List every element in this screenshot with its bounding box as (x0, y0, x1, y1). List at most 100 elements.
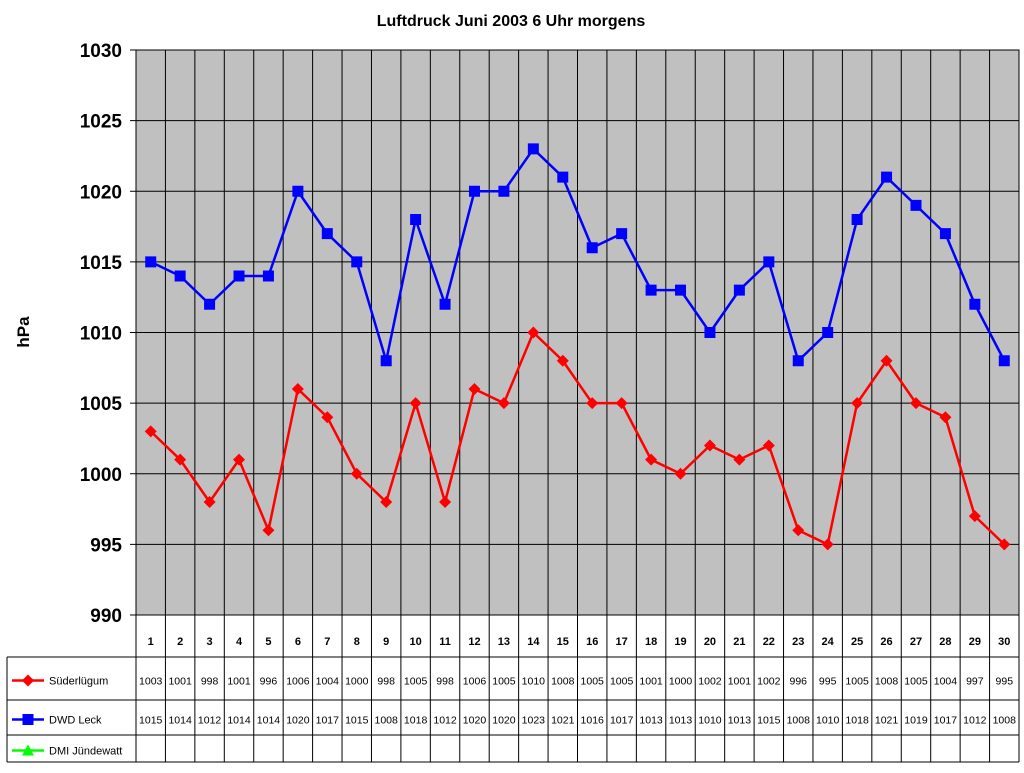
x-tick-label: 12 (468, 636, 480, 648)
table-cell-value: 1017 (934, 715, 958, 727)
table-cell-value: 1020 (286, 715, 310, 727)
x-tick-label: 17 (616, 636, 628, 648)
y-tick-label: 1025 (80, 112, 123, 133)
table-cell-value: 1001 (639, 676, 663, 688)
data-point-diamond (233, 453, 246, 466)
table-cell-value: 995 (996, 676, 1014, 688)
data-point-square (763, 256, 775, 268)
table-cell-value: 996 (260, 676, 278, 688)
data-point-diamond (321, 411, 334, 424)
data-point-diamond (939, 411, 952, 424)
table-cell-value: 1012 (198, 715, 222, 727)
data-point-diamond (291, 383, 304, 395)
data-point-diamond (733, 453, 746, 466)
table-cell-value: 1010 (698, 715, 722, 727)
y-tick-label: 990 (90, 606, 122, 627)
data-table: Süderlügum 1003 1001 998 1001 996 1006 1004 1000… (6, 615, 1019, 763)
data-point-square (586, 242, 598, 254)
data-point-square (616, 228, 628, 240)
x-tick-label: 16 (586, 636, 598, 648)
data-point-square (174, 270, 186, 282)
x-tick-label: 14 (527, 636, 540, 648)
x-tick-label: 25 (851, 636, 863, 648)
data-point-square (380, 355, 392, 367)
legend-label: Süderlügum (49, 676, 108, 688)
table-cell-value: 1001 (227, 676, 251, 688)
table-cell-value: 998 (377, 676, 395, 688)
x-tick-label: 30 (998, 636, 1010, 648)
data-point-square (939, 228, 951, 240)
series-0 (144, 326, 1011, 551)
table-cell-value: 1012 (433, 715, 457, 727)
table-cell-value: 1008 (375, 715, 399, 727)
series-1 (145, 143, 1010, 367)
table-cell-value: 1005 (492, 676, 516, 688)
y-tick-label: 1020 (80, 182, 122, 203)
data-point-diamond (203, 496, 216, 508)
legend-label: DMI Jündewatt (49, 746, 122, 758)
table-cell-value: 1014 (168, 715, 192, 727)
table-cell-value: 1013 (669, 715, 693, 727)
legend-label: DWD Leck (49, 715, 102, 727)
data-point-diamond (586, 397, 599, 410)
y-tick-label: 1005 (80, 394, 123, 415)
data-point-square (851, 214, 863, 225)
table-cell-value: 1019 (904, 715, 928, 727)
table-cell-value: 1008 (787, 715, 811, 727)
series-line (149, 330, 1006, 547)
y-axis-label: hPa (14, 316, 33, 348)
data-point-square (262, 270, 274, 282)
data-point-diamond (998, 538, 1011, 551)
x-tick-label: 2 (177, 636, 183, 648)
table-cell-value: 1020 (492, 715, 516, 727)
table-cell-value: 996 (789, 676, 807, 688)
x-tick-label: 7 (324, 636, 330, 648)
table-cell-value: 1023 (522, 715, 546, 727)
data-point-square (792, 355, 804, 367)
x-tick-label: 9 (383, 636, 389, 648)
data-point-diamond (821, 538, 834, 551)
data-point-square (292, 185, 304, 197)
data-point-square (321, 228, 333, 240)
table-cell-value: 1008 (993, 715, 1017, 727)
x-tick-label: 23 (792, 636, 804, 648)
y-tick-label: 1015 (80, 253, 123, 274)
data-point-square (527, 143, 539, 155)
x-tick-label: 4 (236, 636, 243, 648)
data-point-square (733, 284, 745, 296)
table-cell-value: 1015 (345, 715, 369, 727)
data-point-square (557, 171, 569, 183)
table-cell-value: 1008 (875, 676, 899, 688)
x-tick-label: 13 (498, 636, 510, 648)
x-tick-label: 15 (557, 636, 569, 648)
table-cell-value: 1001 (728, 676, 752, 688)
legend-marker-triangle (22, 744, 34, 756)
table-cell-value: 1010 (816, 715, 840, 727)
x-tick-label: 27 (910, 636, 922, 648)
table-cell-value: 1018 (404, 715, 428, 727)
data-point-square (881, 171, 893, 183)
x-tick-label: 29 (969, 636, 981, 648)
table-cell-value: 1010 (522, 676, 546, 688)
data-point-diamond (792, 524, 805, 537)
table-cell-value: 1017 (610, 715, 634, 727)
table-cell-value: 1021 (551, 715, 575, 727)
table-cell-value: 1006 (286, 676, 310, 688)
data-point-diamond (880, 354, 893, 367)
x-tick-label: 8 (354, 636, 360, 648)
data-point-square (145, 256, 157, 268)
data-point-square (498, 185, 510, 197)
table-cell-value: 1013 (639, 715, 663, 727)
table-cell-value: 997 (966, 676, 984, 688)
x-tick-label: 28 (939, 636, 951, 648)
data-point-diamond (703, 439, 716, 452)
table-cell-value: 1017 (316, 715, 340, 727)
table-cell-value: 1020 (463, 715, 487, 727)
data-point-diamond (645, 453, 658, 466)
x-tick-label: 6 (295, 636, 301, 648)
x-tick-label: 3 (207, 636, 213, 648)
data-point-diamond (615, 397, 628, 410)
table-cell-value: 998 (201, 676, 219, 688)
table-cell-value: 1003 (139, 676, 163, 688)
